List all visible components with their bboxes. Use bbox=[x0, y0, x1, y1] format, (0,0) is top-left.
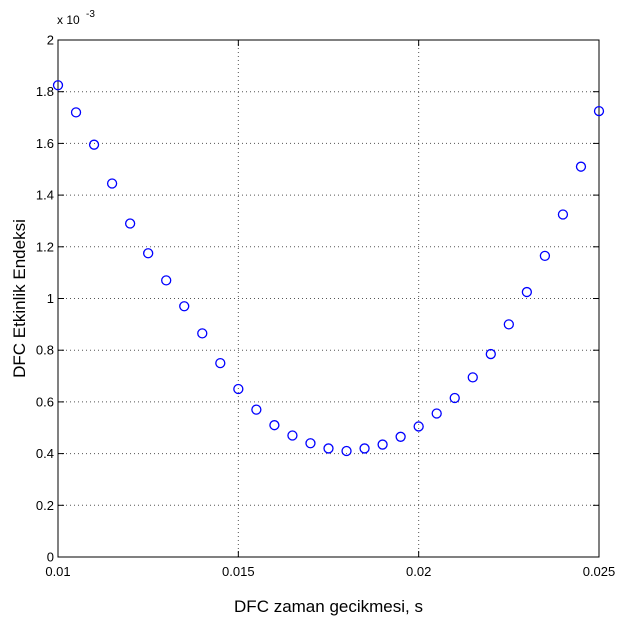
y-exponent-label: x 10 bbox=[57, 13, 80, 27]
y-tick-label: 2 bbox=[47, 33, 54, 48]
x-axis-title: DFC zaman gecikmesi, s bbox=[234, 597, 423, 616]
data-point bbox=[143, 248, 154, 259]
data-point bbox=[88, 139, 100, 150]
y-tick-label: 0.8 bbox=[36, 343, 54, 358]
y-axis-title: DFC Etkinlik Endeksi bbox=[10, 219, 29, 378]
data-point bbox=[539, 250, 551, 261]
x-tick-label: 0.02 bbox=[406, 564, 431, 579]
data-point bbox=[359, 443, 370, 454]
data-point bbox=[233, 383, 244, 395]
data-point bbox=[341, 445, 352, 457]
data-point bbox=[323, 443, 334, 454]
data-point bbox=[377, 439, 388, 450]
y-tick-label: 1.6 bbox=[36, 136, 54, 151]
y-tick-label: 1.8 bbox=[36, 84, 54, 99]
y-tick-label: 0.4 bbox=[36, 446, 54, 461]
y-tick-label: 1 bbox=[47, 291, 54, 306]
grid-lines bbox=[58, 40, 599, 557]
y-tick-label: 1.2 bbox=[36, 239, 54, 254]
data-point bbox=[395, 431, 406, 442]
x-tick-label: 0.025 bbox=[583, 564, 616, 579]
y-tick-label: 0 bbox=[47, 550, 54, 565]
data-point bbox=[197, 328, 208, 339]
data-point bbox=[503, 319, 514, 330]
y-exponent-power: -3 bbox=[86, 9, 95, 20]
data-point bbox=[269, 420, 280, 431]
data-point bbox=[106, 178, 118, 189]
plot-area-frame bbox=[57, 39, 600, 558]
data-point bbox=[179, 301, 190, 312]
data-point bbox=[413, 421, 424, 432]
data-point bbox=[251, 404, 262, 415]
data-point bbox=[449, 392, 460, 404]
data-point bbox=[215, 357, 226, 369]
data-point bbox=[305, 438, 316, 449]
data-point bbox=[575, 161, 587, 172]
data-point bbox=[557, 209, 569, 220]
data-point bbox=[70, 107, 82, 118]
x-tick-label: 0.01 bbox=[45, 564, 70, 579]
y-tick-label: 1.4 bbox=[36, 188, 54, 203]
data-point bbox=[521, 286, 533, 298]
x-tick-label: 0.015 bbox=[222, 564, 255, 579]
data-point bbox=[161, 275, 172, 286]
axis-ticks: 0.01 0.015 0.02 0.025 0 0.2 0.4 0.6 0.8 1 1.2 1.4 1.… bbox=[36, 33, 615, 580]
y-tick-label: 0.6 bbox=[36, 394, 54, 409]
y-tick-label: 0.2 bbox=[36, 498, 54, 513]
data-point bbox=[485, 348, 496, 360]
data-points bbox=[52, 80, 605, 457]
data-point bbox=[52, 80, 64, 91]
data-point bbox=[124, 218, 136, 229]
data-point bbox=[593, 105, 605, 117]
data-point bbox=[431, 408, 442, 419]
data-point bbox=[287, 430, 298, 441]
data-point bbox=[467, 372, 478, 383]
